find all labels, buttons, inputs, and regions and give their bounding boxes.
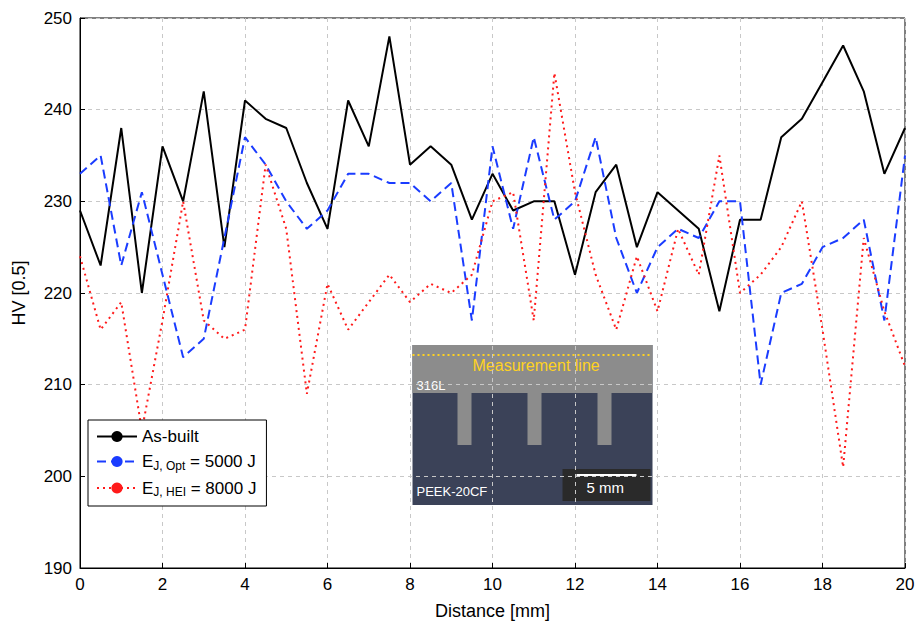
svg-text:14: 14 [648,575,667,594]
svg-text:230: 230 [44,192,72,211]
svg-text:6: 6 [323,575,332,594]
svg-text:250: 250 [44,9,72,28]
svg-text:18: 18 [813,575,832,594]
svg-text:Distance [mm]: Distance [mm] [435,601,550,621]
svg-text:J, Opt: J, Opt [153,459,186,473]
svg-text:J, HEI: J, HEI [153,485,186,499]
svg-text:2: 2 [158,575,167,594]
svg-text:190: 190 [44,559,72,578]
svg-text:E: E [142,479,153,498]
svg-text:8: 8 [405,575,414,594]
svg-text:316L: 316L [417,378,446,393]
svg-text:0: 0 [75,575,84,594]
svg-text:Measurement line: Measurement line [473,357,600,374]
svg-text:HV [0.5]: HV [0.5] [9,260,29,325]
svg-text:200: 200 [44,467,72,486]
svg-text:E: E [142,452,153,471]
svg-text:16: 16 [731,575,750,594]
svg-text:4: 4 [240,575,249,594]
svg-text:12: 12 [566,575,585,594]
svg-text:= 8000 J: = 8000 J [186,479,256,498]
svg-text:As-built: As-built [142,427,199,446]
svg-text:20: 20 [896,575,915,594]
svg-text:240: 240 [44,100,72,119]
svg-text:220: 220 [44,284,72,303]
svg-text:210: 210 [44,375,72,394]
svg-text:PEEK-20CF: PEEK-20CF [417,484,488,499]
svg-text:5 mm: 5 mm [587,479,625,496]
svg-text:= 5000 J: = 5000 J [185,452,255,471]
svg-text:10: 10 [483,575,502,594]
